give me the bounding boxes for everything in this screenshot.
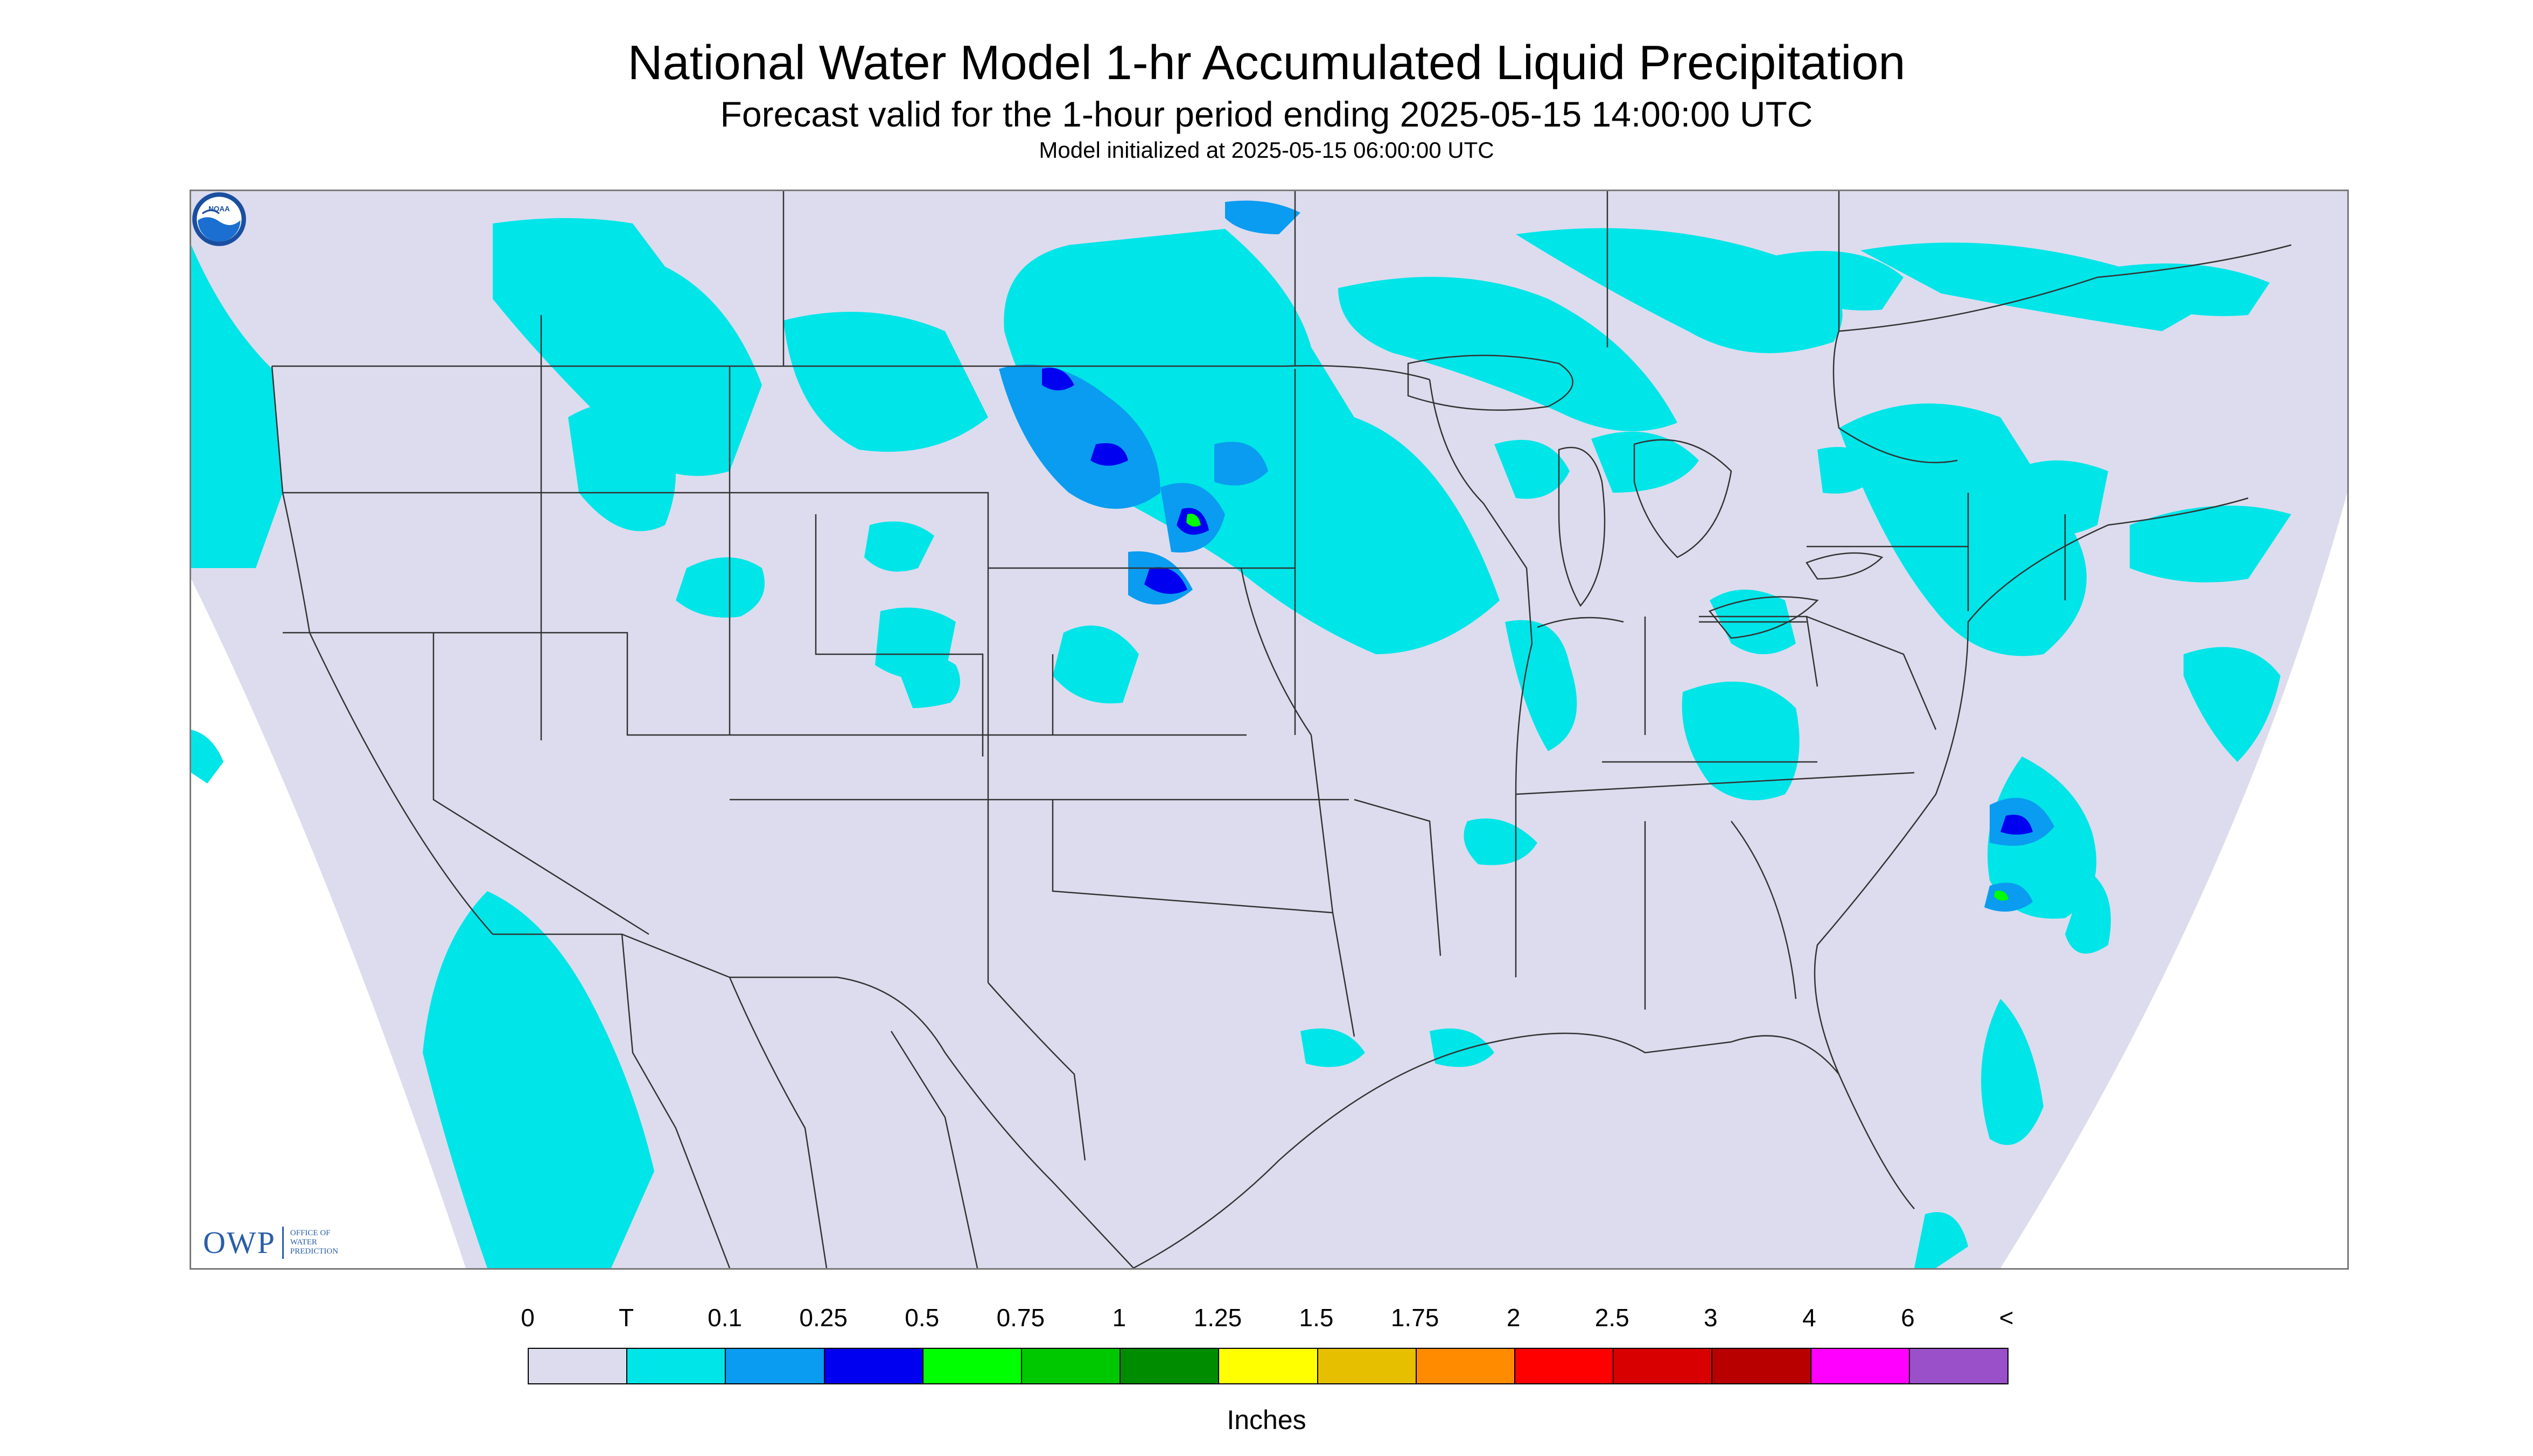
legend-swatch xyxy=(1613,1349,1712,1383)
legend-tick-label: 0.1 xyxy=(708,1304,743,1332)
legend-swatch xyxy=(1810,1349,1909,1383)
noaa-logo-icon: NOAA xyxy=(192,192,246,246)
legend-swatch xyxy=(725,1349,824,1383)
legend-tick-label: 6 xyxy=(1901,1304,1915,1332)
model-init-text: Model initialized at 2025-05-15 06:00:00… xyxy=(1039,137,1494,163)
legend-tick-label: 1.5 xyxy=(1299,1304,1334,1332)
legend-tick-label: 1 xyxy=(1112,1304,1126,1332)
legend-swatch xyxy=(1119,1349,1219,1383)
legend-tick-label: 0.75 xyxy=(996,1304,1045,1332)
legend-tick-label: 0.5 xyxy=(905,1304,940,1332)
owp-logo-text: OWP xyxy=(203,1225,276,1260)
legend-tick-label: 2.5 xyxy=(1594,1304,1629,1332)
legend-tick-label: 0 xyxy=(521,1304,535,1332)
legend-swatch xyxy=(823,1349,922,1383)
legend-swatch xyxy=(1317,1349,1416,1383)
legend-tick-label: 2 xyxy=(1506,1304,1521,1332)
precip-trace-areas xyxy=(191,218,2291,1268)
precip-green-areas xyxy=(1186,514,2009,901)
map-canvas xyxy=(191,191,2347,1268)
legend-swatch xyxy=(1908,1349,2008,1383)
legend-swatch xyxy=(1514,1349,1613,1383)
legend-tick-label: 4 xyxy=(1802,1304,1816,1332)
owp-logo-subtext: OFFICE OF WATER PREDICTION xyxy=(290,1229,339,1256)
legend-tick-label: 0.25 xyxy=(799,1304,848,1332)
legend-tick-label: < xyxy=(1999,1304,2014,1332)
owp-logo-divider xyxy=(282,1226,284,1259)
legend-units: Inches xyxy=(1227,1405,1306,1435)
legend-tick-label: 1.25 xyxy=(1193,1304,1242,1332)
legend-tick-label: 1.75 xyxy=(1390,1304,1439,1332)
legend-swatch xyxy=(626,1349,725,1383)
legend-tick-label: T xyxy=(619,1304,634,1332)
legend-swatch xyxy=(1415,1349,1515,1383)
colorbar-legend xyxy=(528,1348,2009,1384)
precip-dark-blue-areas xyxy=(1042,368,2033,835)
map-subtitle: Forecast valid for the 1-hour period end… xyxy=(720,94,1813,134)
precipitation-map: OWP OFFICE OF WATER PREDICTION NOAA xyxy=(190,190,2349,1270)
owp-logo: OWP OFFICE OF WATER PREDICTION xyxy=(203,1224,338,1261)
legend-tick-label: 3 xyxy=(1704,1304,1718,1332)
legend-swatch xyxy=(1711,1349,1810,1383)
legend-swatch xyxy=(1218,1349,1317,1383)
legend-swatch xyxy=(1021,1349,1120,1383)
legend-swatch xyxy=(529,1349,627,1383)
legend-swatch xyxy=(922,1349,1021,1383)
great-lakes xyxy=(1407,354,1884,639)
map-title: National Water Model 1-hr Accumulated Li… xyxy=(627,36,1906,90)
political-boundaries xyxy=(271,191,2292,1268)
noaa-logo-text: NOAA xyxy=(208,205,230,213)
